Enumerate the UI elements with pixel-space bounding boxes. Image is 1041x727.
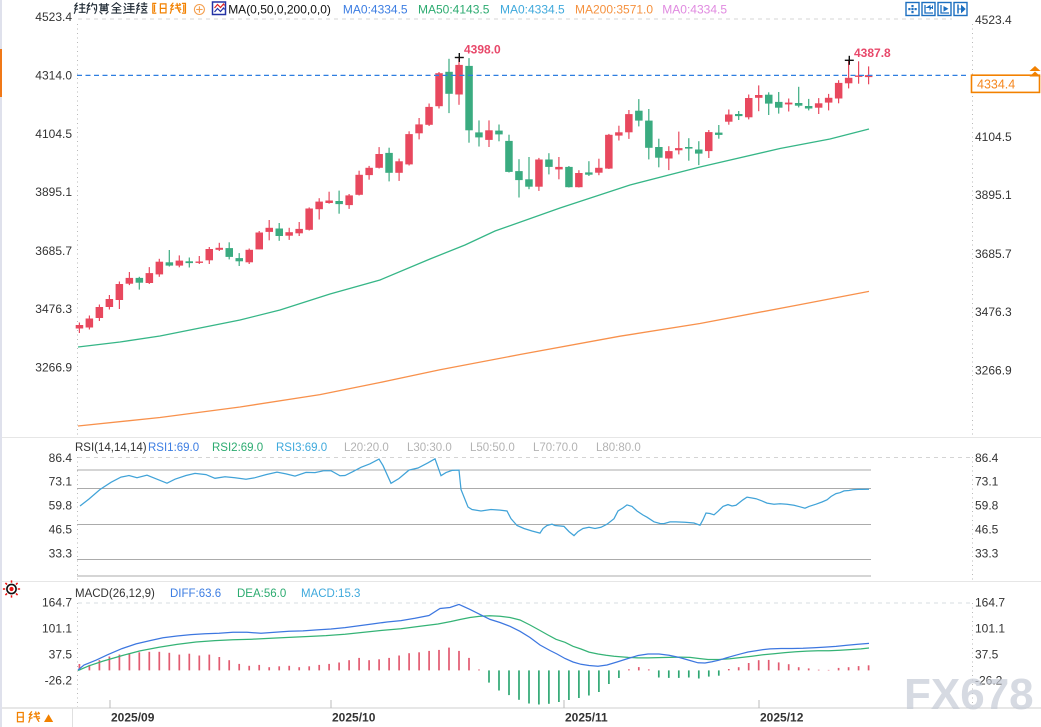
svg-text:46.5: 46.5 <box>975 523 999 537</box>
svg-text:MA(0,50,0,200,0,0): MA(0,50,0,200,0,0) <box>228 3 331 17</box>
svg-text:4523.4: 4523.4 <box>975 13 1012 27</box>
svg-text:L80:80.0: L80:80.0 <box>596 442 641 454</box>
svg-text:RSI2:69.0: RSI2:69.0 <box>212 442 263 454</box>
svg-text:73.1: 73.1 <box>49 475 73 489</box>
svg-text:RSI1:69.0: RSI1:69.0 <box>148 442 199 454</box>
svg-text:164.7: 164.7 <box>975 596 1005 610</box>
svg-text:MA200:3571.0: MA200:3571.0 <box>575 3 653 17</box>
svg-text:164.7: 164.7 <box>42 596 72 610</box>
svg-text:73.1: 73.1 <box>975 475 999 489</box>
svg-text:4523.4: 4523.4 <box>35 10 72 24</box>
svg-text:86.4: 86.4 <box>49 451 73 465</box>
svg-text:3895.1: 3895.1 <box>975 188 1012 202</box>
svg-text:3895.1: 3895.1 <box>35 185 72 199</box>
svg-text:37.5: 37.5 <box>975 648 999 662</box>
svg-text:33.3: 33.3 <box>975 547 999 561</box>
svg-text:59.8: 59.8 <box>49 499 73 513</box>
svg-text:3476.3: 3476.3 <box>35 302 72 316</box>
svg-text:46.5: 46.5 <box>49 523 73 537</box>
svg-text:L30:30.0: L30:30.0 <box>407 442 452 454</box>
svg-text:2025/12: 2025/12 <box>760 711 804 725</box>
svg-text:3266.9: 3266.9 <box>35 361 72 375</box>
svg-text:4398.0: 4398.0 <box>464 43 501 57</box>
svg-text:RSI3:69.0: RSI3:69.0 <box>276 442 327 454</box>
svg-text:RSI(14,14,14): RSI(14,14,14) <box>75 442 147 454</box>
svg-text:MA0:4334.5: MA0:4334.5 <box>500 3 565 17</box>
svg-text:37.5: 37.5 <box>49 648 73 662</box>
svg-text:DIFF:63.6: DIFF:63.6 <box>170 588 221 600</box>
svg-text:59.8: 59.8 <box>975 499 999 513</box>
svg-text:MA0:4334.5: MA0:4334.5 <box>662 3 727 17</box>
svg-text:L50:50.0: L50:50.0 <box>470 442 515 454</box>
svg-text:FX678: FX678 <box>904 670 1034 719</box>
svg-text:101.1: 101.1 <box>42 622 72 636</box>
svg-text:4314.0: 4314.0 <box>35 69 72 83</box>
svg-text:4104.5: 4104.5 <box>975 130 1012 144</box>
svg-text:MA0:4334.5: MA0:4334.5 <box>343 3 408 17</box>
svg-text:4104.5: 4104.5 <box>35 127 72 141</box>
svg-text:3266.9: 3266.9 <box>975 364 1012 378</box>
svg-text:3685.7: 3685.7 <box>35 244 72 258</box>
svg-text:MACD(26,12,9): MACD(26,12,9) <box>75 588 155 600</box>
svg-text:2025/09: 2025/09 <box>111 711 155 725</box>
svg-text:101.1: 101.1 <box>975 622 1005 636</box>
svg-text:2025/11: 2025/11 <box>565 711 608 725</box>
svg-text:4387.8: 4387.8 <box>854 46 891 60</box>
svg-text:33.3: 33.3 <box>49 547 73 561</box>
svg-text:L70:70.0: L70:70.0 <box>533 442 578 454</box>
svg-text:4334.4: 4334.4 <box>977 78 1015 92</box>
svg-text:86.4: 86.4 <box>975 451 999 465</box>
svg-text:MACD:15.3: MACD:15.3 <box>301 588 360 600</box>
svg-text:L20:20.0: L20:20.0 <box>344 442 389 454</box>
svg-text:MA50:4143.5: MA50:4143.5 <box>418 3 490 17</box>
svg-text:3685.7: 3685.7 <box>975 247 1012 261</box>
svg-text:DEA:56.0: DEA:56.0 <box>237 588 286 600</box>
svg-text:3476.3: 3476.3 <box>975 305 1012 319</box>
svg-text:2025/10: 2025/10 <box>332 711 376 725</box>
svg-text:-26.2: -26.2 <box>975 673 1003 687</box>
svg-text:-26.2: -26.2 <box>45 673 73 687</box>
